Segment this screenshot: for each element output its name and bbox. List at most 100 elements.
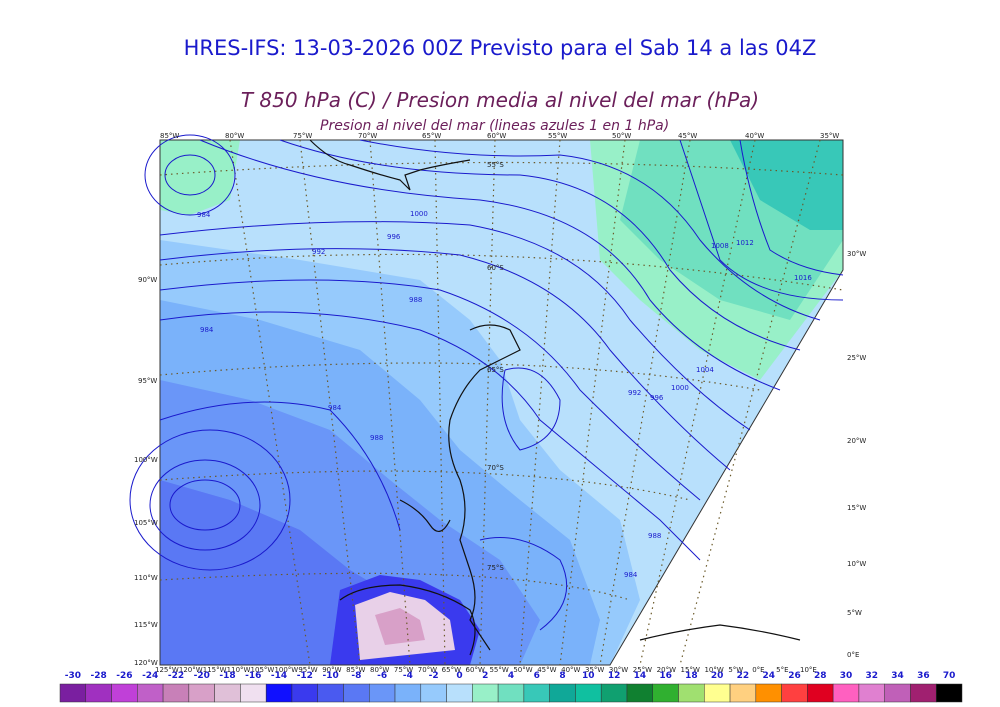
graticule <box>159 139 844 666</box>
colorbar-swatch <box>832 683 860 703</box>
bottom-lon-label: 25°W <box>633 666 652 674</box>
colorbar-swatch <box>343 683 370 703</box>
colorbar-label: 22 <box>737 671 750 681</box>
coastlines <box>309 139 801 656</box>
bottom-lon-label: 55°W <box>489 666 508 674</box>
colorbar-swatch <box>755 683 782 703</box>
isobar-label: 984 <box>197 211 211 219</box>
colorbar-label: 32 <box>866 671 879 681</box>
colorbar-label: -6 <box>377 671 387 681</box>
colorbar-swatch <box>472 683 499 703</box>
isobar-label: 988 <box>648 532 661 540</box>
lon-label: 110°W <box>134 574 158 582</box>
colorbar-label: 18 <box>685 671 698 681</box>
bottom-lon-label: 90°W <box>322 666 341 674</box>
isobar-label: 984 <box>200 326 214 334</box>
colorbar-label: -22 <box>168 671 184 681</box>
colorbar-label: -30 <box>65 671 81 681</box>
bottom-lon-label: 20°W <box>657 666 676 674</box>
bottom-lon-label: 70°W <box>418 666 437 674</box>
colorbar-label: -18 <box>219 671 235 681</box>
colorbar-swatch <box>935 683 963 703</box>
bottom-lon-label: 30°W <box>609 666 628 674</box>
colorbar-label: 12 <box>608 671 621 681</box>
colorbar-label: -20 <box>194 671 210 681</box>
colorbar-swatch <box>111 683 138 703</box>
bottom-lon-label: 125°W <box>155 666 179 674</box>
colorbar-swatch <box>704 683 731 703</box>
colorbar-label: 70 <box>943 671 956 681</box>
lon-label: 85°W <box>160 132 179 140</box>
lon-label: 30°W <box>847 250 866 258</box>
bottom-lon-label: 65°W <box>442 666 461 674</box>
lon-label: 90°W <box>138 276 157 284</box>
bottom-lon-label: 35°W <box>585 666 604 674</box>
colorbar-label: -2 <box>429 671 439 681</box>
colorbar-swatch <box>420 683 447 703</box>
lon-label: 25°W <box>847 354 866 362</box>
colorbar-label: 28 <box>814 671 827 681</box>
colorbar-swatch <box>214 683 241 703</box>
colorbar-swatch <box>523 683 550 703</box>
colorbar-label: 10 <box>582 671 595 681</box>
colorbar-swatch <box>884 683 911 703</box>
colorbar-swatch <box>626 683 653 703</box>
bottom-lon-label: 95°W <box>298 666 317 674</box>
colorbar-swatch <box>59 683 87 703</box>
bottom-lon-label: 100°W <box>274 666 298 674</box>
colorbar-swatch <box>240 683 267 703</box>
colorbar-label: 8 <box>559 671 565 681</box>
colorbar-label: 34 <box>891 671 904 681</box>
lon-label: 115°W <box>134 621 158 629</box>
colorbar-swatch <box>317 683 344 703</box>
bottom-lon-label: 80°W <box>370 666 389 674</box>
lon-label: 10°W <box>847 560 866 568</box>
colorbar-swatch <box>291 683 318 703</box>
lat-label: 65°S <box>487 366 504 374</box>
colorbar-label: 24 <box>762 671 775 681</box>
isobar-label: 992 <box>312 248 325 256</box>
bottom-longitude-labels: 125°W 120°W 115°W 110°W 105°W 100°W 95°W 90°W 85… <box>155 666 817 674</box>
bottom-lon-label: 40°W <box>561 666 580 674</box>
isobar-label: 984 <box>624 571 638 579</box>
latitude-labels: 55°S 60°S 65°S 70°S 75°S <box>487 161 504 572</box>
bottom-lon-label: 60°W <box>466 666 485 674</box>
lon-label: 120°W <box>134 659 158 667</box>
colorbar-label: -26 <box>116 671 132 681</box>
bottom-lon-label: 15°W <box>681 666 700 674</box>
colorbar-swatch <box>910 683 937 703</box>
isobar-label: 1004 <box>696 366 714 374</box>
colorbar-label: -28 <box>91 671 107 681</box>
lon-label: 40°W <box>745 132 764 140</box>
lon-label: 5°W <box>847 609 862 617</box>
colorbar-swatch <box>137 683 164 703</box>
lat-label: 70°S <box>487 464 504 472</box>
bottom-lon-label: 5°E <box>776 666 788 674</box>
lon-label: 70°W <box>358 132 377 140</box>
bottom-lon-label: 5°W <box>728 666 743 674</box>
colorbar-swatch <box>162 683 190 703</box>
temperature-field <box>160 140 843 665</box>
colorbar-label: -12 <box>297 671 313 681</box>
colorbar-swatch <box>497 683 525 703</box>
isobar-label: 988 <box>370 434 383 442</box>
bottom-lon-label: 105°W <box>251 666 275 674</box>
chart-subtitle-isobars: Presion al nivel del mar (lineas azules … <box>320 118 670 134</box>
colorbar-label: 14 <box>634 671 647 681</box>
top-longitude-labels: 85°W 80°W 75°W 70°W 65°W 60°W 55°W 50°W … <box>160 132 839 140</box>
colorbar-swatch <box>85 683 112 703</box>
colorbar-swatch <box>394 683 422 703</box>
colorbar-swatch <box>265 683 293 703</box>
colorbar-label: -8 <box>351 671 361 681</box>
colorbar-swatch <box>729 683 757 703</box>
bottom-lon-label: 110°W <box>227 666 251 674</box>
bottom-lon-label: 75°W <box>394 666 413 674</box>
colorbar-label: -10 <box>322 671 338 681</box>
isobar-label: 1000 <box>671 384 689 392</box>
colorbar: -30 -28 -26 -24 -22 -20 -18 -16 -14 -12 -10 -8 -6 -4-… <box>59 671 963 703</box>
lon-label: 20°W <box>847 437 866 445</box>
lon-label: 75°W <box>293 132 312 140</box>
chart-subtitle: T 850 hPa (C) / Presion media al nivel d… <box>240 88 760 112</box>
colorbar-label: 20 <box>711 671 724 681</box>
colorbar-label: 26 <box>788 671 801 681</box>
